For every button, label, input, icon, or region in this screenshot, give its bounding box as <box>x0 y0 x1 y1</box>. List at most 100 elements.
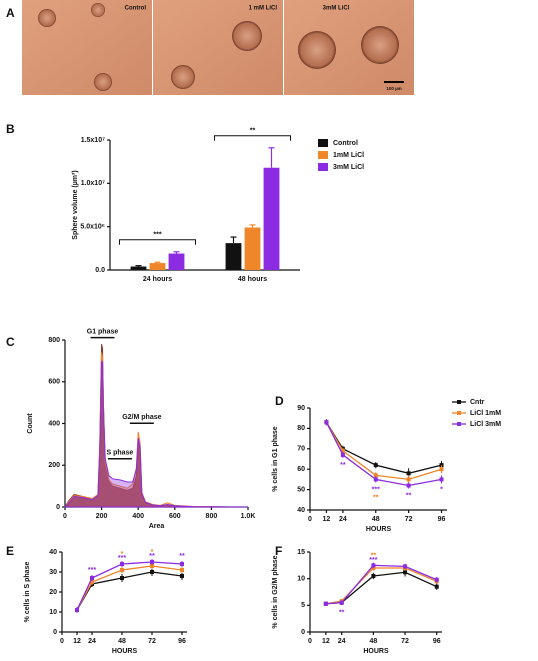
y-tick-label: 800 <box>48 337 60 344</box>
marker <box>120 568 124 572</box>
y-tick-label: 40 <box>49 549 57 556</box>
y-tick-label: 60 <box>297 466 305 473</box>
significance-label: *** <box>88 567 96 574</box>
x-tick-label: 0 <box>63 513 67 520</box>
y-tick-label: 0.0 <box>95 267 105 274</box>
x-tick-label: 0 <box>308 638 312 645</box>
panel-label: B <box>6 122 15 136</box>
sphere <box>38 9 56 27</box>
y-tick-label: 15 <box>297 549 305 556</box>
y-tick-label: 50 <box>297 486 305 493</box>
y-tick-label: 0 <box>56 504 60 511</box>
y-tick-label: 5 <box>301 602 305 609</box>
y-tick-label: 10 <box>49 609 57 616</box>
marker <box>439 467 444 472</box>
panel-label: E <box>6 544 14 558</box>
marker <box>406 471 411 476</box>
x-axis-label: HOURS <box>112 648 138 655</box>
x-tick-label: 0 <box>60 638 64 645</box>
x-axis-label: HOURS <box>366 526 392 533</box>
x-tick-label: 800 <box>206 513 218 520</box>
histogram-area <box>64 344 248 508</box>
y-tick-label: 90 <box>297 405 305 412</box>
significance-label: ** <box>371 553 377 560</box>
phase-label: G1 phase <box>87 328 119 335</box>
sphere <box>94 73 112 91</box>
marker <box>180 562 184 566</box>
marker <box>75 608 79 612</box>
x-tick-label: 48 <box>372 516 380 523</box>
x-tick-label: 72 <box>148 638 156 645</box>
significance-label: ** <box>179 553 185 560</box>
series-line <box>325 571 437 605</box>
marker <box>340 452 345 457</box>
bar <box>244 227 261 270</box>
x-tick-label: 12 <box>73 638 81 645</box>
x-tick-label: 48 hours <box>238 276 267 283</box>
x-tick-label: 24 <box>338 638 346 645</box>
histogram-area <box>64 352 248 508</box>
y-tick-label: 10 <box>297 576 305 583</box>
legend-marker <box>457 411 461 415</box>
y-tick-label: 1.5x10⁷ <box>81 137 105 144</box>
bar <box>149 263 166 270</box>
legend-label: 3mM LiCl <box>333 164 364 171</box>
significance-label: *** <box>118 555 126 562</box>
marker <box>150 570 154 574</box>
bar <box>263 167 280 270</box>
x-tick-label: 96 <box>178 638 186 645</box>
marker <box>403 570 408 575</box>
marker <box>406 477 411 482</box>
y-tick-label: 600 <box>48 379 60 386</box>
marker <box>90 580 94 584</box>
panel-label: A <box>6 6 15 20</box>
significance-label: ** <box>250 128 256 135</box>
image-label: 3mM LiCl <box>323 6 350 12</box>
scale-label: 100 µm <box>386 86 401 91</box>
y-axis-label: % cells in S phase <box>24 562 31 623</box>
x-axis-label: Area <box>149 523 165 530</box>
y-tick-label: 0 <box>53 629 57 636</box>
sphere <box>361 26 399 64</box>
marker <box>340 448 345 453</box>
y-tick-label: 30 <box>49 569 57 576</box>
y-tick-label: 20 <box>49 589 57 596</box>
legend-swatch <box>318 163 328 171</box>
y-tick-label: 400 <box>48 420 60 427</box>
x-tick-label: 24 hours <box>143 276 172 283</box>
significance-bracket <box>214 135 291 141</box>
legend-label: Cntr <box>470 399 485 406</box>
panel-label: F <box>275 544 282 558</box>
phase-label: G2/M phase <box>122 414 161 421</box>
marker <box>406 483 411 488</box>
marker <box>120 576 124 580</box>
legend-swatch <box>318 139 328 147</box>
x-tick-label: 200 <box>96 513 108 520</box>
x-tick-label: 400 <box>132 513 144 520</box>
marker <box>434 584 439 589</box>
y-axis-label: % cells in G2/M phase <box>272 555 279 628</box>
sphere <box>171 65 195 89</box>
y-axis-label: Sphere volume (µm³) <box>72 170 79 239</box>
y-tick-label: 40 <box>297 507 305 514</box>
legend-swatch <box>318 151 328 159</box>
marker <box>150 560 154 564</box>
panel-label: D <box>275 394 284 408</box>
x-tick-label: 12 <box>323 516 331 523</box>
marker <box>339 600 344 605</box>
significance-label: ** <box>406 493 412 500</box>
x-tick-label: 1.0K <box>241 513 256 520</box>
sphere <box>91 3 105 17</box>
histogram-area <box>63 360 248 508</box>
bar <box>130 266 147 270</box>
significance-label: *** <box>369 557 377 564</box>
significance-label: * <box>151 549 154 556</box>
marker <box>373 473 378 478</box>
sphere <box>232 21 262 51</box>
marker <box>371 563 376 568</box>
y-tick-label: 70 <box>297 446 305 453</box>
significance-label: ** <box>340 462 346 469</box>
marker <box>439 477 444 482</box>
legend-marker <box>457 400 461 404</box>
marker <box>371 574 376 578</box>
